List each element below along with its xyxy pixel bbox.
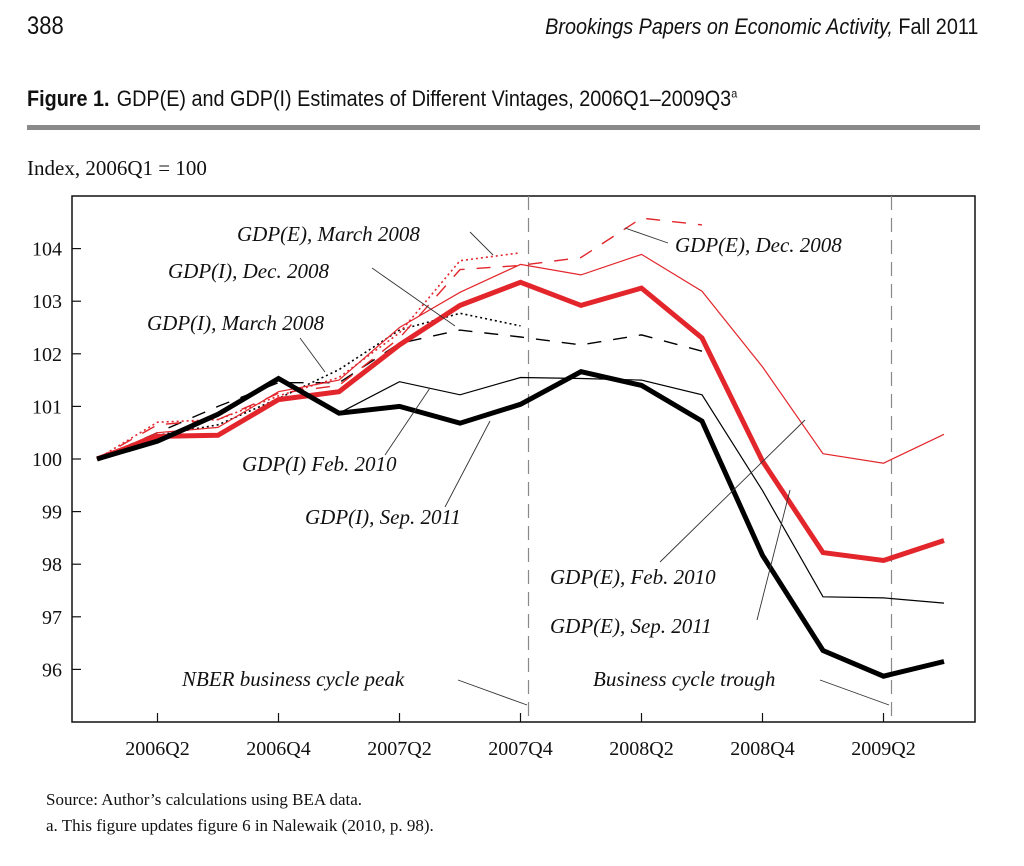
series-label: GDP(E), March 2008: [237, 222, 420, 246]
series-label: GDP(I), Dec. 2008: [168, 259, 329, 283]
series-line: [96, 279, 945, 564]
leader-line: [624, 227, 669, 244]
reference-label: Business cycle trough: [593, 667, 775, 691]
y-tick-label: 102: [32, 344, 62, 366]
footnote-marker: a: [731, 86, 738, 101]
series-line: [96, 252, 521, 460]
footnote: a. This figure updates figure 6 in Nalew…: [46, 816, 434, 835]
figure-title: Figure 1. GDP(E) and GDP(I) Estimates of …: [27, 86, 737, 112]
reference-label: NBER business cycle peak: [181, 667, 405, 691]
y-tick-label: 103: [32, 291, 62, 313]
leader-line: [469, 231, 494, 256]
y-tick-label: 99: [42, 502, 62, 524]
y-tick-label: 101: [32, 396, 62, 418]
series-label: GDP(I), March 2008: [147, 311, 325, 335]
figure-title-text: GDP(E) and GDP(I) Estimates of Different…: [116, 86, 732, 111]
x-tick-label: 2006Q2: [125, 738, 189, 760]
leader-line: [819, 679, 890, 706]
series-line: [96, 369, 945, 679]
leader-line: [659, 419, 806, 563]
series-label: GDP(E), Feb. 2010: [550, 565, 716, 589]
series-label: GDP(E), Dec. 2008: [675, 233, 842, 257]
series-label: GDP(I) Feb. 2010: [242, 452, 397, 476]
series-line: [96, 329, 703, 460]
leader-line: [384, 387, 431, 456]
x-tick-label: 2007Q2: [367, 738, 431, 760]
x-tick-label: 2008Q4: [730, 738, 794, 760]
source-note: Source: Author’s calculations using BEA …: [46, 790, 363, 809]
issue: Fall 2011: [898, 14, 978, 39]
series-label: GDP(E), Sep. 2011: [550, 614, 712, 638]
page-number: 388: [27, 12, 64, 40]
leader-line: [457, 679, 528, 706]
y-unit-label: Index, 2006Q1 = 100: [27, 156, 207, 180]
series-line: [96, 312, 521, 460]
y-tick-label: 96: [42, 659, 62, 681]
x-tick-label: 2009Q2: [851, 738, 915, 760]
leader-line: [299, 337, 326, 373]
journal-name: Brookings Papers on Economic Activity,: [544, 14, 893, 39]
x-tick-label: 2006Q4: [246, 738, 310, 760]
running-header: Brookings Papers on Economic Activity, F…: [545, 14, 978, 40]
x-tick-label: 2007Q4: [488, 738, 552, 760]
series-line: [96, 253, 945, 464]
leader-line: [756, 489, 791, 621]
leader-line: [444, 420, 491, 508]
leader-line: [371, 267, 456, 327]
y-tick-label: 104: [32, 239, 62, 261]
x-tick-label: 2008Q2: [609, 738, 673, 760]
series-label: GDP(I), Sep. 2011: [305, 505, 461, 529]
y-tick-label: 98: [42, 554, 62, 576]
y-tick-label: 97: [42, 607, 62, 629]
y-tick-label: 100: [32, 449, 62, 471]
series-line: [96, 217, 703, 460]
title-rule: [27, 125, 980, 130]
figure-label: Figure 1.: [27, 86, 110, 111]
